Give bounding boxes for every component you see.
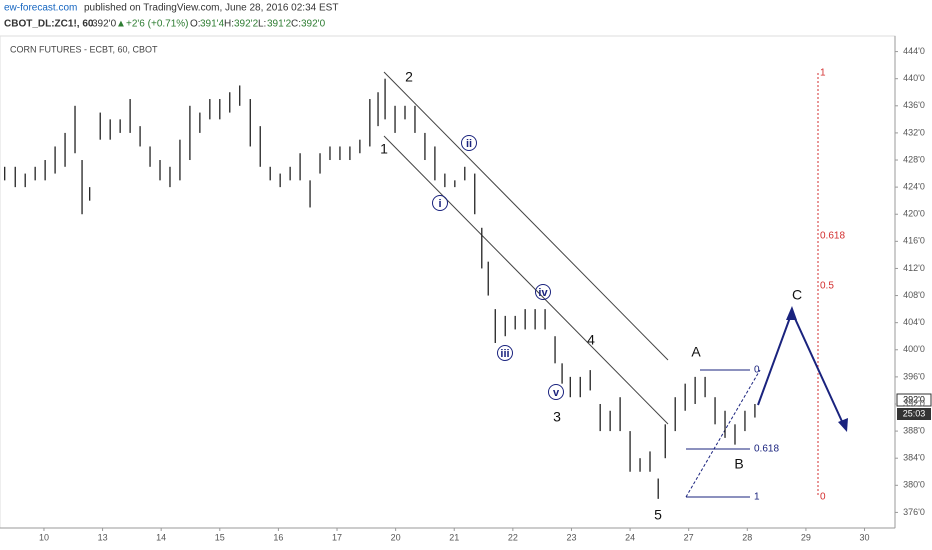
y-tick-label: 376'0	[903, 507, 925, 517]
o: 391'4	[200, 19, 225, 30]
wave-label: B	[734, 456, 743, 472]
fib-red-label: 0.618	[820, 231, 845, 242]
y-tick-label: 428'0	[903, 154, 925, 164]
x-tick-label: 15	[215, 532, 225, 542]
change: +2'6 (+0.71%)	[126, 19, 189, 30]
subwave-circle	[535, 284, 551, 300]
x-tick-label: 20	[391, 532, 401, 542]
y-tick-label: 392'0	[903, 398, 925, 408]
subwave-label: i	[438, 198, 441, 210]
countdown: 25:03	[903, 408, 926, 418]
y-tick-label: 436'0	[903, 100, 925, 110]
y-tick-label: 384'0	[903, 453, 925, 463]
y-tick-label: 408'0	[903, 290, 925, 300]
x-tick-label: 29	[801, 532, 811, 542]
y-tick-label: 404'0	[903, 317, 925, 327]
l: 391'2	[267, 19, 292, 30]
fib-red-label: 1	[820, 68, 826, 79]
wave-label: 1	[380, 141, 388, 157]
symbol-line: CBOT_DL:ZC1!, 60 392'0 ▲ +2'6 (+0.71%) O…	[4, 19, 326, 30]
fib-blue-label: 1	[754, 492, 760, 503]
fib-blue-label: 0	[754, 365, 760, 376]
y-tick-label: 420'0	[903, 209, 925, 219]
fib-blue-diag	[685, 369, 761, 498]
x-tick-label: 13	[98, 532, 108, 542]
y-tick-label: 416'0	[903, 236, 925, 246]
symbol: CBOT_DL:ZC1!, 60	[4, 19, 94, 30]
chart-title: CORN FUTURES - ECBT, 60, CBOT	[10, 44, 158, 54]
y-tick-label: 388'0	[903, 425, 925, 435]
wave-label: 5	[654, 507, 662, 523]
x-tick-label: 22	[508, 532, 518, 542]
published: published on TradingView.com, June 28, 2…	[84, 3, 338, 14]
subwave-circle	[432, 195, 448, 211]
channel-upper	[383, 71, 669, 361]
y-tick-label: 380'0	[903, 480, 925, 490]
last-price: 392'0	[903, 394, 925, 404]
x-tick-label: 14	[156, 532, 166, 542]
h-label: H:	[224, 19, 234, 30]
x-tick-label: 30	[860, 532, 870, 542]
l-label: L:	[258, 19, 266, 30]
h: 392'2	[234, 19, 259, 30]
channel-lower	[383, 135, 669, 425]
y-tick-label: 396'0	[903, 371, 925, 381]
y-tick-label: 412'0	[903, 263, 925, 273]
y-tick-label: 400'0	[903, 344, 925, 354]
subwave-circle	[461, 135, 477, 151]
x-tick-label: 27	[684, 532, 694, 542]
last-price-box	[896, 393, 932, 407]
subwave-label: iii	[500, 348, 509, 360]
countdown-box	[897, 408, 931, 420]
fib-blue-label: 0.618	[754, 444, 779, 455]
site: ew-forecast.com	[4, 3, 77, 14]
subwave-label: ii	[466, 138, 472, 150]
subwave-circle	[548, 384, 564, 400]
arrow-head	[786, 306, 797, 320]
subwave-circle	[497, 345, 513, 361]
projection	[757, 309, 846, 429]
y-tick-label: 440'0	[903, 73, 925, 83]
c: 392'0	[301, 19, 326, 30]
x-tick-label: 16	[273, 532, 283, 542]
y-tick-label: 444'0	[903, 46, 925, 56]
subwave-label: iv	[538, 287, 548, 299]
price: 392'0	[92, 19, 117, 30]
c-label: C:	[291, 19, 301, 30]
y-tick-label: 432'0	[903, 127, 925, 137]
wave-label: C	[792, 287, 802, 303]
o-label: O:	[190, 19, 201, 30]
arrow: ▲	[116, 19, 126, 30]
fib-red-label: 0	[820, 492, 826, 503]
x-tick-label: 17	[332, 532, 342, 542]
wave-label: A	[691, 344, 701, 360]
fib-red-label: 0.5	[820, 281, 834, 292]
wave-label: 3	[553, 409, 561, 425]
x-tick-label: 24	[625, 532, 635, 542]
x-tick-label: 21	[449, 532, 459, 542]
x-tick-label: 28	[742, 532, 752, 542]
x-tick-label: 23	[566, 532, 576, 542]
x-tick-label: 10	[39, 532, 49, 542]
wave-label: 2	[405, 69, 413, 85]
arrow-head	[838, 418, 848, 432]
subwave-label: v	[553, 387, 560, 399]
y-tick-label: 424'0	[903, 181, 925, 191]
wave-label: 4	[587, 332, 595, 348]
